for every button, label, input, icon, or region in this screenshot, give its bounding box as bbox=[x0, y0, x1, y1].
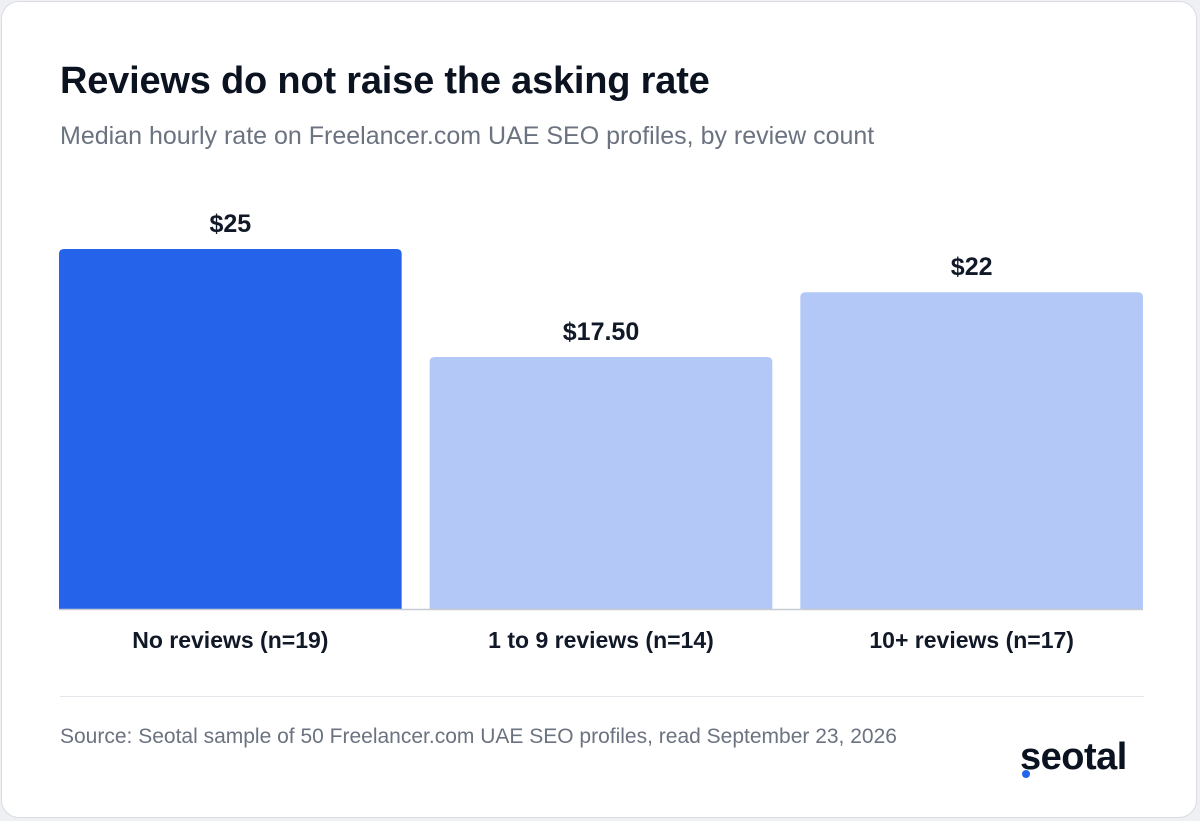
logo-dot bbox=[1022, 770, 1030, 778]
bar-value-label-1: $17.50 bbox=[563, 318, 639, 346]
category-label-2: 10+ reviews (n=17) bbox=[869, 627, 1074, 653]
bar-1 bbox=[429, 357, 773, 609]
bar-0 bbox=[59, 249, 402, 609]
logo-wordmark: seotal bbox=[1020, 736, 1127, 778]
bar-value-label-0: $25 bbox=[209, 210, 251, 238]
seotal-logo: seotal bbox=[1020, 732, 1144, 782]
source-note: Source: Seotal sample of 50 Freelancer.c… bbox=[60, 725, 897, 748]
chart-title: Reviews do not raise the asking rate bbox=[60, 60, 710, 102]
bar-2 bbox=[800, 292, 1143, 609]
category-label-0: No reviews (n=19) bbox=[132, 627, 328, 653]
category-label-1: 1 to 9 reviews (n=14) bbox=[488, 627, 714, 653]
chart-subtitle: Median hourly rate on Freelancer.com UAE… bbox=[60, 122, 875, 150]
bar-value-label-2: $22 bbox=[951, 253, 993, 281]
footer-divider bbox=[60, 696, 1144, 697]
bar-chart: $25 No reviews (n=19) $17.50 1 to 9 reviews… bbox=[59, 210, 1143, 653]
